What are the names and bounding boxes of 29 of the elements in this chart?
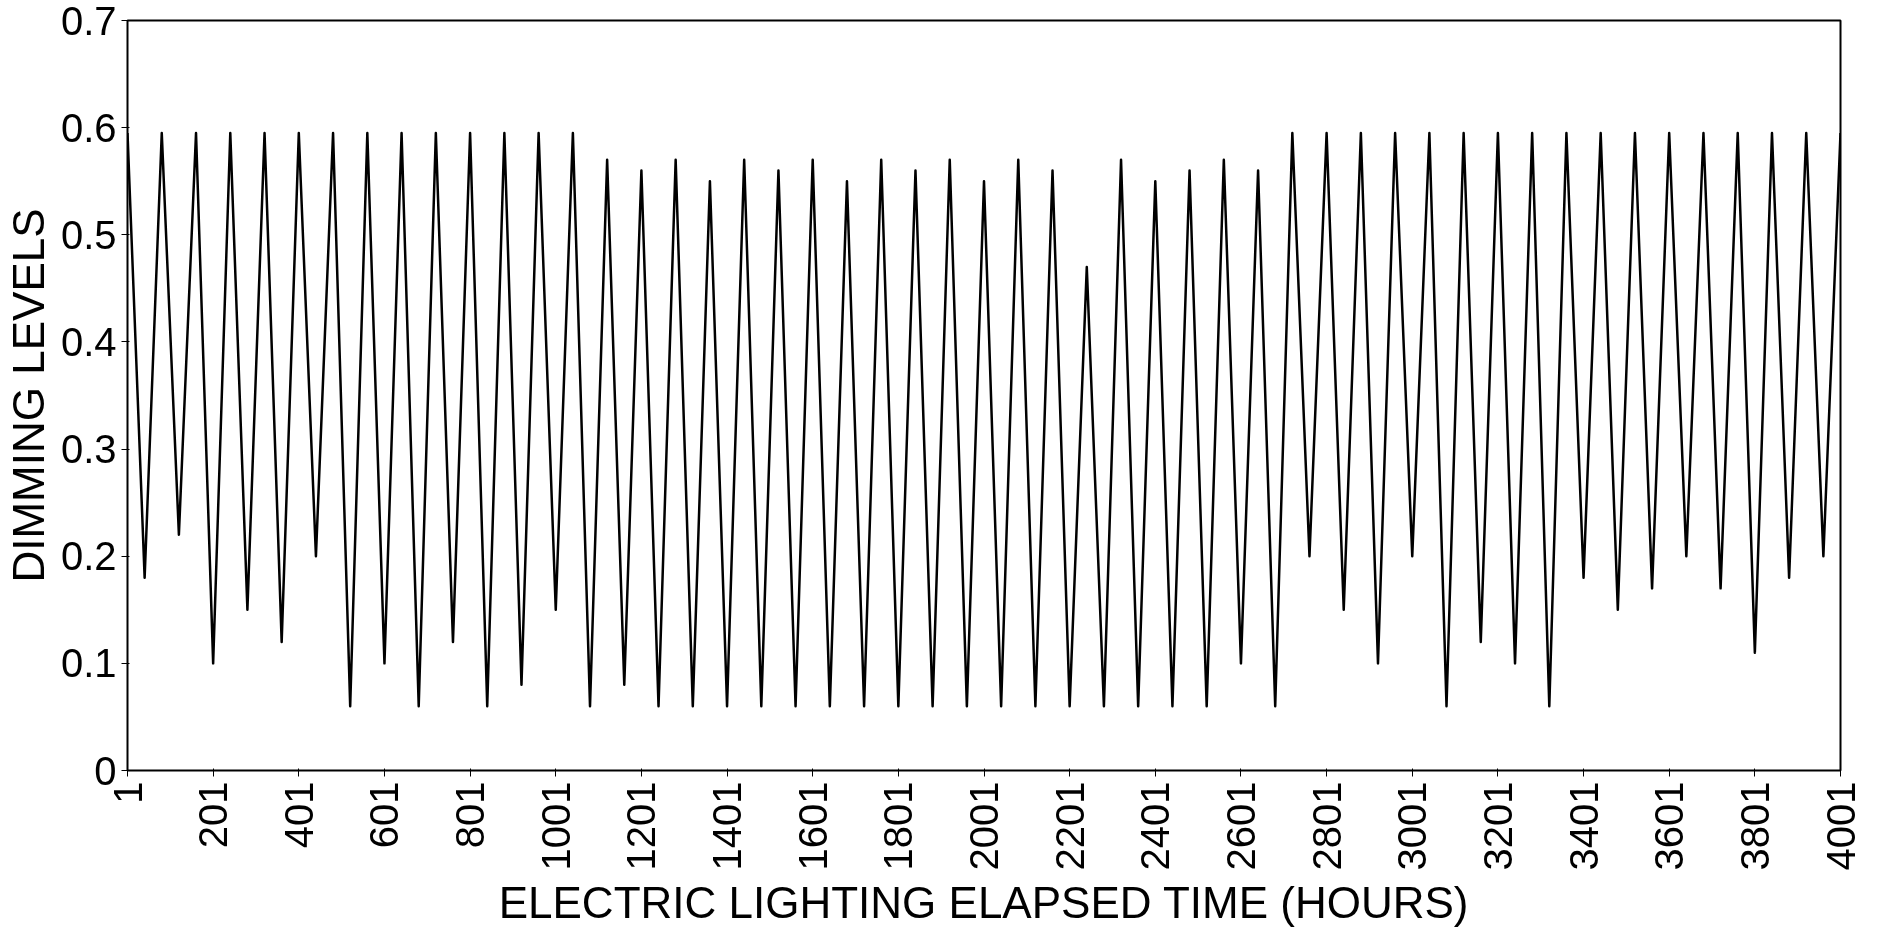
x-tick-label: 1601 — [790, 781, 835, 871]
x-tick-label: 601 — [362, 781, 407, 849]
x-tick-label: 3601 — [1647, 781, 1692, 871]
y-axis-title: DIMMING LEVELS — [3, 208, 53, 583]
x-tick-label: 401 — [276, 781, 321, 849]
y-tick-label: 0.7 — [60, 0, 117, 43]
y-tick-label: 0.5 — [60, 212, 117, 257]
x-tick-label: 2001 — [962, 781, 1006, 871]
y-tick-label: 0.2 — [60, 534, 117, 579]
x-tick-label: 4001 — [1818, 781, 1863, 871]
x-tick-label: 2401 — [1133, 781, 1178, 871]
y-tick-label: 0.1 — [60, 641, 117, 686]
x-tick-label: 2201 — [1047, 781, 1092, 871]
x-axis-title: ELECTRIC LIGHTING ELAPSED TIME (HOURS) — [498, 878, 1469, 928]
x-tick-label: 1001 — [533, 781, 578, 871]
y-tick-label: 0.4 — [60, 319, 117, 364]
y-tick-label: 0.3 — [60, 427, 117, 472]
x-tick-label: 201 — [191, 781, 236, 849]
x-tick-label: 801 — [448, 781, 493, 849]
x-tick-label: 3001 — [1390, 781, 1435, 871]
x-tick-label: 1801 — [876, 781, 921, 871]
x-tick-label: 3801 — [1732, 781, 1777, 871]
x-tick-label: 2601 — [1218, 781, 1263, 871]
x-tick-label: 2801 — [1304, 781, 1349, 871]
y-tick-label: 0.6 — [60, 105, 117, 150]
x-tick-label: 3201 — [1475, 781, 1520, 871]
x-tick-label: 1401 — [705, 781, 750, 871]
x-tick-label: 3401 — [1561, 781, 1606, 871]
x-tick-label: 1201 — [619, 781, 664, 871]
